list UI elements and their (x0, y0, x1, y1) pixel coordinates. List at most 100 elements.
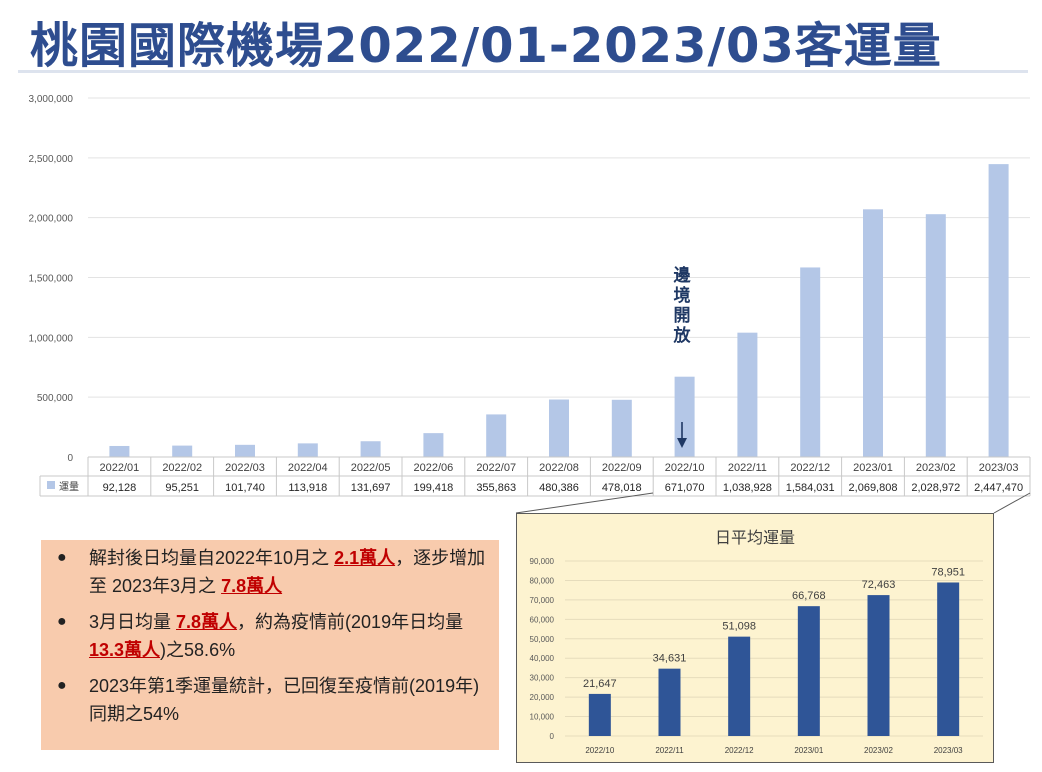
bullet-marker: ● (57, 677, 67, 694)
data-table-value: 478,018 (602, 482, 642, 494)
bar (800, 267, 821, 457)
y-tick-label: 90,000 (530, 557, 555, 566)
data-table-value: 480,386 (539, 482, 579, 494)
x-tick-label: 2022/03 (225, 462, 265, 474)
bar (863, 209, 883, 457)
bar (588, 693, 611, 736)
bar (172, 445, 193, 457)
x-tick-label: 2023/03 (934, 746, 963, 755)
y-tick-label: 1,500,000 (29, 274, 74, 285)
bar (235, 444, 255, 457)
data-table-value: 199,418 (414, 482, 454, 494)
bar (360, 441, 381, 457)
bar (674, 376, 695, 457)
bullet-text: ，約為疫情前(2019年日均量 (237, 612, 464, 632)
bullet-item: ● 2023年第1季運量統計，已回復至疫情前(2019年)同期之54% (55, 672, 489, 728)
x-tick-label: 2022/04 (288, 462, 328, 474)
main-gridlines (88, 97, 1030, 458)
data-label: 51,098 (722, 621, 756, 633)
x-tick-label: 2022/11 (655, 746, 684, 755)
x-tick-label: 2022/08 (539, 462, 579, 474)
bar (925, 214, 946, 457)
legend-label: 運量 (59, 481, 79, 493)
bar (549, 399, 569, 457)
daily-average-panel: 日平均運量 0 10,000 20,000 30,000 40,000 50,000 60,… (516, 513, 994, 763)
bullet-text: 3月日均量 (89, 612, 177, 632)
y-tick-label: 2,500,000 (29, 154, 74, 165)
data-table-value: 131,697 (351, 482, 391, 494)
y-tick-label: 70,000 (530, 596, 555, 605)
y-tick-label: 10,000 (530, 713, 555, 722)
bar (867, 595, 890, 736)
x-tick-label: 2022/10 (585, 746, 614, 755)
legend-swatch (47, 481, 55, 489)
bullet-marker: ● (57, 613, 67, 630)
x-tick-label: 2022/12 (790, 462, 830, 474)
border-reopening-annotation: 邊境開放 (673, 266, 691, 346)
data-table-value: 2,069,808 (849, 482, 898, 494)
x-tick-label: 2022/02 (162, 462, 202, 474)
monthly-passenger-chart: 0 500,000 1,000,000 1,500,000 2,000,000 2,500… (29, 94, 1031, 497)
data-table-value: 671,070 (665, 482, 705, 494)
inset-chart-title: 日平均運量 (714, 530, 795, 547)
y-tick-label: 1,000,000 (29, 333, 74, 344)
inset-bars: 21,647 34,631 51,098 66,768 72,463 78,951 (583, 566, 965, 736)
data-table-value: 95,251 (165, 482, 199, 494)
data-table-value: 355,863 (476, 482, 516, 494)
x-tick-label: 2023/03 (979, 462, 1019, 474)
y-tick-label: 60,000 (530, 615, 555, 624)
y-tick-label: 50,000 (530, 635, 555, 644)
inset-gridlines (565, 560, 983, 737)
title-divider (18, 70, 1028, 73)
data-table-value: 101,740 (225, 482, 265, 494)
bullet-text: )之58.6% (160, 640, 236, 660)
bar (109, 445, 130, 457)
data-label: 34,631 (653, 653, 687, 665)
main-y-axis: 0 500,000 1,000,000 1,500,000 2,000,000 2,500… (29, 94, 74, 464)
bullet-text: 解封後日均量自2022年10月之 (89, 548, 335, 568)
page-title: 桃園國際機場2022/01-2023/03客運量 (30, 18, 942, 74)
highlight-value: 2.1萬人 (334, 548, 396, 568)
bullet-text: 2023年第1季運量統計，已回復至疫情前(2019年)同期之54% (89, 676, 480, 724)
bar (937, 582, 960, 736)
bullet-item: ● 解封後日均量自2022年10月之 2.1萬人，逐步增加至 2023年3月之 … (55, 544, 489, 600)
inset-x-axis: 2022/10 2022/11 2022/12 2023/01 2023/02 2023/… (585, 746, 963, 755)
data-table-value: 92,128 (103, 482, 137, 494)
x-tick-label: 2022/06 (414, 462, 454, 474)
bar (728, 636, 751, 736)
main-bars (109, 164, 1009, 457)
y-tick-label: 3,000,000 (29, 94, 74, 105)
x-tick-label: 2022/11 (728, 462, 767, 474)
x-tick-label: 2023/02 (864, 746, 893, 755)
data-label: 78,951 (931, 566, 965, 578)
inset-y-axis: 0 10,000 20,000 30,000 40,000 50,000 60,000 70,… (530, 557, 555, 741)
x-tick-label: 2022/09 (602, 462, 642, 474)
bar (486, 414, 507, 457)
bullet-item: ● 3月日均量 7.8萬人，約為疫情前(2019年日均量 13.3萬人)之58.… (55, 608, 489, 664)
bar (297, 443, 318, 457)
bar (988, 164, 1009, 457)
data-table-value: 2,028,972 (911, 482, 960, 494)
x-tick-label: 2022/01 (100, 462, 140, 474)
highlight-value: 13.3萬人 (89, 640, 161, 660)
y-tick-label: 80,000 (530, 576, 555, 585)
x-tick-label: 2022/07 (476, 462, 516, 474)
x-tick-label: 2023/01 (794, 746, 823, 755)
data-table-value: 2,447,470 (974, 482, 1023, 494)
bar (658, 668, 681, 736)
x-tick-label: 2022/10 (665, 462, 705, 474)
data-label: 66,768 (792, 590, 826, 602)
data-table-value: 113,918 (288, 482, 327, 494)
bar (737, 332, 758, 457)
x-tick-label: 2022/05 (351, 462, 391, 474)
bar (611, 399, 632, 457)
x-tick-label: 2023/01 (853, 462, 893, 474)
bar (797, 606, 820, 736)
x-tick-label: 2022/12 (725, 746, 754, 755)
daily-average-chart: 0 10,000 20,000 30,000 40,000 50,000 60,000 70,… (530, 557, 983, 755)
data-label: 72,463 (862, 579, 896, 591)
main-data-table: 運量 2022/01 92,128 2022/02 95,251 2022/03 101,7… (39, 456, 1031, 497)
data-table-value: 1,584,031 (786, 482, 835, 494)
y-tick-label: 20,000 (530, 693, 555, 702)
y-tick-label: 30,000 (530, 674, 555, 683)
